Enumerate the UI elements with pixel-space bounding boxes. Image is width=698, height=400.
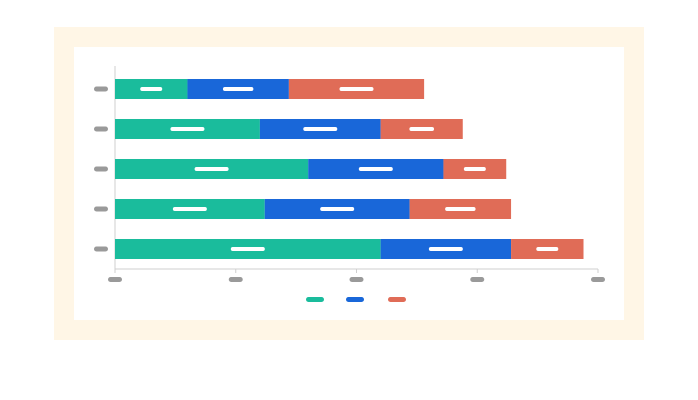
y-tick-label [94, 86, 108, 92]
bar-value-label [170, 127, 205, 131]
bar-value-label [172, 207, 207, 211]
bar-value-label [445, 207, 476, 211]
bar-value-label [428, 247, 463, 251]
bar-value-label [536, 247, 559, 251]
x-tick-label [591, 277, 605, 282]
y-tick-label [94, 126, 108, 132]
bar-value-label [463, 167, 486, 171]
bar-value-label [320, 207, 355, 211]
x-tick-label [470, 277, 485, 282]
y-tick-label [94, 166, 108, 172]
x-tick-label [349, 277, 364, 282]
y-tick-label [94, 246, 108, 252]
bar-value-label [409, 127, 435, 131]
bar-value-label [194, 167, 229, 171]
legend-swatch-series3 [388, 297, 406, 302]
bar-value-label [140, 87, 163, 91]
bar-value-label [303, 127, 338, 131]
x-tick-label [108, 277, 122, 282]
bar-value-label [222, 87, 254, 91]
bar-value-label [339, 87, 374, 91]
y-tick-label [94, 206, 108, 212]
legend-swatch-series2 [346, 297, 364, 302]
bar-value-label [358, 167, 393, 171]
x-tick-label [228, 277, 243, 282]
legend-swatch-series1 [306, 297, 324, 302]
bar-value-label [230, 247, 265, 251]
